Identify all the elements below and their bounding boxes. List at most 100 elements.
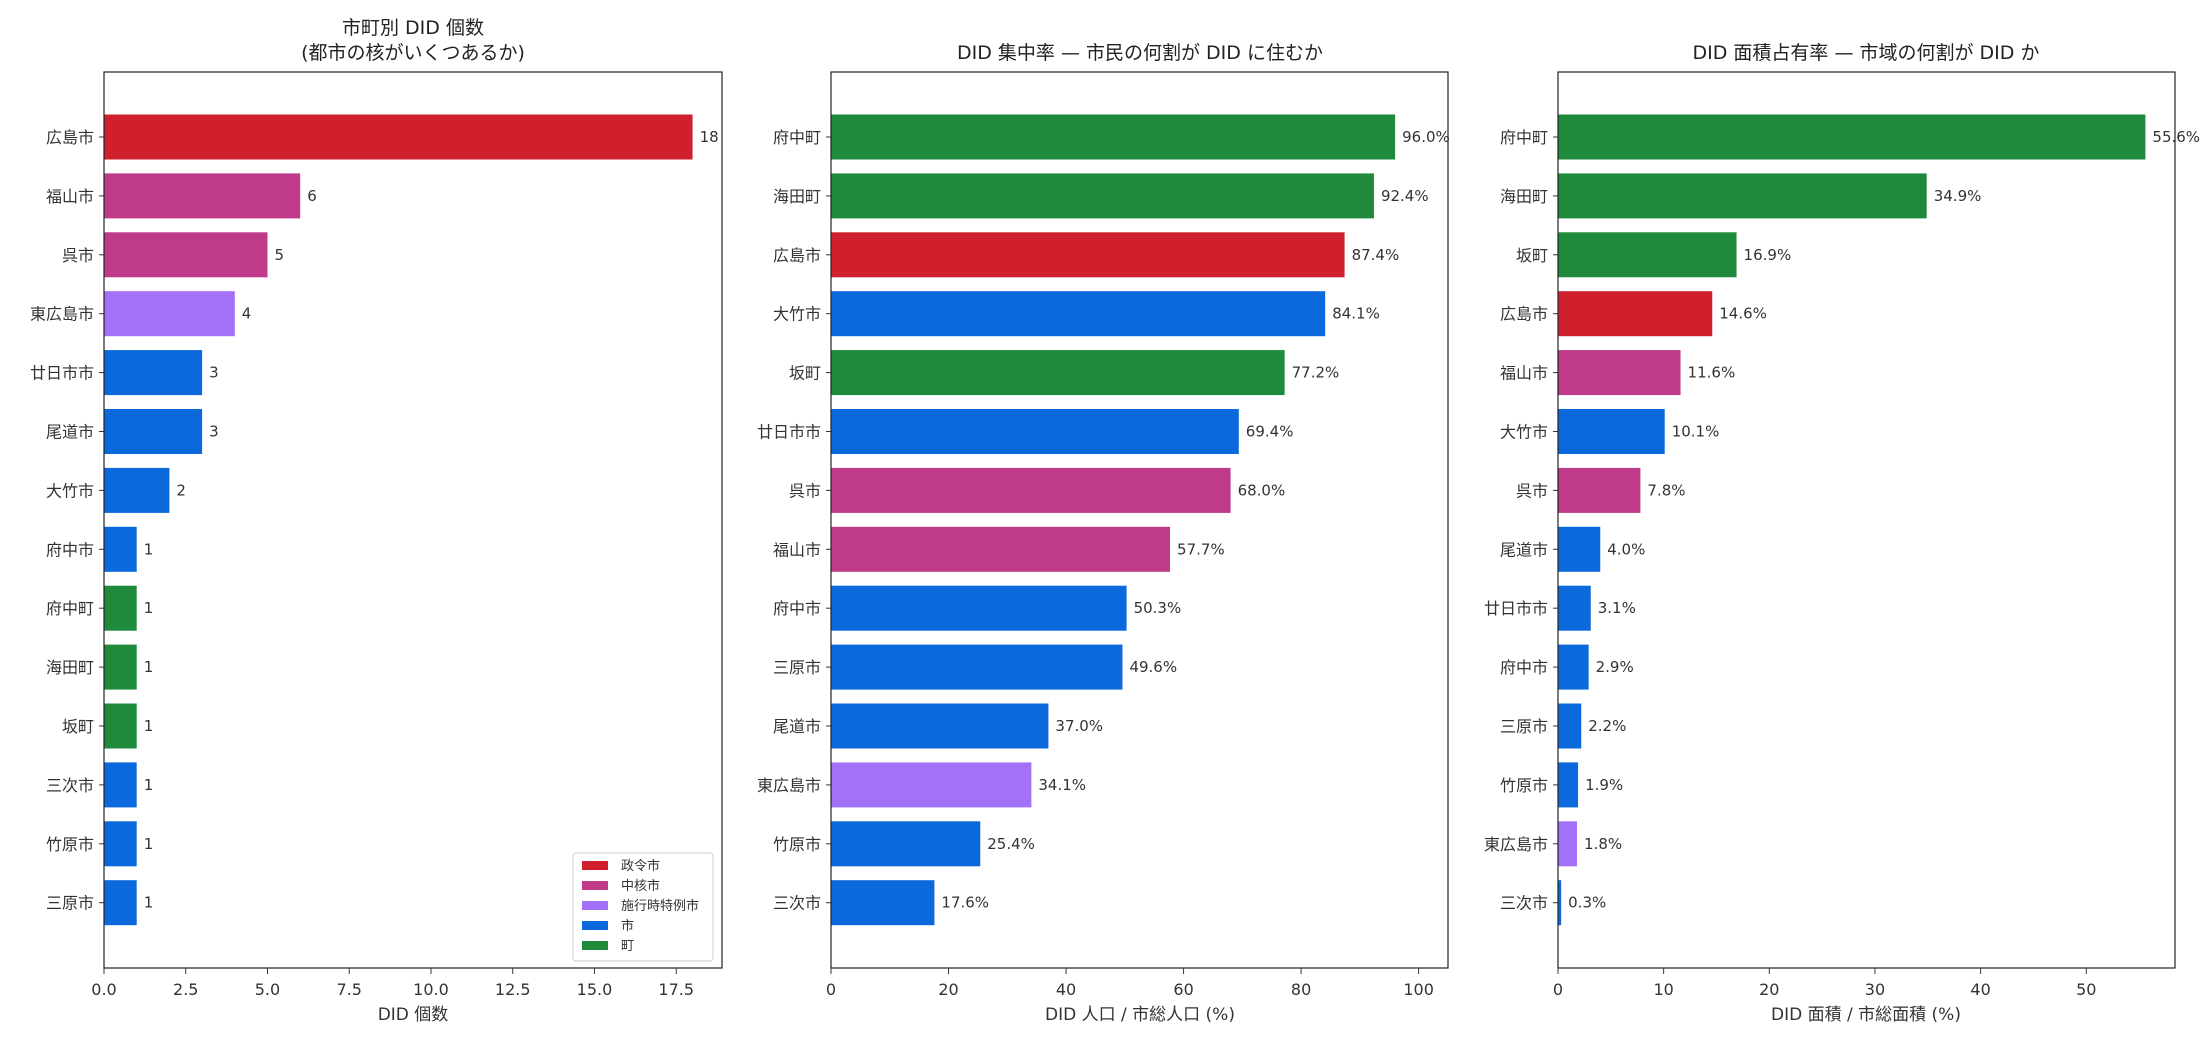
bar xyxy=(104,703,137,749)
y-tick-label: 府中町 xyxy=(1500,128,1548,147)
bar xyxy=(104,467,170,513)
legend-label: 中核市 xyxy=(621,878,660,894)
bar xyxy=(104,644,137,690)
data-label: 25.4% xyxy=(987,835,1035,853)
bar xyxy=(1558,644,1589,690)
y-tick-label: 三次市 xyxy=(46,776,94,795)
y-tick-label: 三原市 xyxy=(773,658,821,677)
y-tick-label: 東広島市 xyxy=(757,776,821,795)
x-tick-label: 5.0 xyxy=(255,980,280,999)
panel-did-area-rate: DID 面積占有率 — 市域の何割が DID か DID 面積 / 市総面積 (… xyxy=(1484,42,2200,1025)
data-label: 6 xyxy=(307,187,317,205)
data-label: 2.2% xyxy=(1588,717,1626,735)
data-label: 3.1% xyxy=(1598,599,1636,617)
x-tick-label: 10.0 xyxy=(413,980,449,999)
bar xyxy=(831,350,1285,396)
y-tick-label: 尾道市 xyxy=(1500,540,1548,559)
y-tick-label: 廿日市市 xyxy=(757,423,821,442)
data-label: 1 xyxy=(144,894,154,912)
x-tick-label: 60 xyxy=(1173,980,1193,999)
bar xyxy=(831,467,1231,513)
y-tick-label: 府中町 xyxy=(46,599,94,618)
bar xyxy=(104,821,137,867)
bar xyxy=(104,585,137,631)
data-label: 2.9% xyxy=(1596,658,1634,676)
y-tick-label: 廿日市市 xyxy=(30,364,94,383)
x-tick-label: 100 xyxy=(1403,980,1434,999)
y-tick-label: 竹原市 xyxy=(1500,776,1548,795)
legend-frame xyxy=(572,852,714,962)
x-tick-label: 0.0 xyxy=(91,980,116,999)
bar xyxy=(104,173,301,219)
bar xyxy=(831,232,1345,278)
data-label: 34.9% xyxy=(1934,187,1982,205)
legend-label: 政令市 xyxy=(621,858,660,874)
x-tick-label: 12.5 xyxy=(495,980,531,999)
y-tick-label: 福山市 xyxy=(46,187,94,206)
bar xyxy=(831,173,1374,219)
y-tick-label: 坂町 xyxy=(1516,246,1548,265)
y-tick-label: 尾道市 xyxy=(46,423,94,442)
y-tick-label: 呉市 xyxy=(1516,481,1548,500)
bar xyxy=(104,762,137,808)
data-label: 1.8% xyxy=(1584,835,1622,853)
data-label: 4.0% xyxy=(1607,540,1645,558)
data-label: 1 xyxy=(144,599,154,617)
bar xyxy=(1558,526,1601,572)
y-tick-label: 三次市 xyxy=(773,894,821,913)
legend-label: 施行時特例市 xyxy=(621,898,699,914)
bar xyxy=(1558,880,1562,926)
bar xyxy=(104,409,203,454)
y-tick-label: 海田町 xyxy=(46,658,94,677)
data-label: 17.6% xyxy=(941,894,989,912)
legend-swatch xyxy=(582,921,608,930)
x-tick-label: 0 xyxy=(826,980,836,999)
data-label: 4 xyxy=(242,305,252,323)
y-tick-label: 坂町 xyxy=(789,364,821,383)
data-label: 84.1% xyxy=(1332,305,1380,323)
bar xyxy=(1558,114,2146,160)
panel-did-population-rate: DID 集中率 — 市民の何割が DID に住むか DID 人口 / 市総人口 … xyxy=(757,42,1450,1025)
bar xyxy=(1558,762,1579,808)
plot-frame xyxy=(103,71,723,969)
data-label: 49.6% xyxy=(1129,658,1177,676)
bar xyxy=(1558,703,1582,749)
bar xyxy=(1558,350,1681,396)
y-tick-label: 三原市 xyxy=(1500,717,1548,736)
bar xyxy=(831,526,1171,572)
data-label: 18 xyxy=(700,128,719,146)
y-tick-label: 福山市 xyxy=(1500,364,1548,383)
y-tick-label: 呉市 xyxy=(62,246,94,265)
x-tick-label: 0 xyxy=(1553,980,1563,999)
data-label: 1 xyxy=(144,540,154,558)
data-label: 1 xyxy=(144,658,154,676)
legend-swatch xyxy=(582,861,608,870)
bar xyxy=(1558,291,1713,337)
bar xyxy=(1558,821,1578,867)
y-tick-label: 府中市 xyxy=(773,599,821,618)
data-label: 1 xyxy=(144,717,154,735)
data-label: 50.3% xyxy=(1134,599,1182,617)
bar xyxy=(104,291,235,337)
bar xyxy=(831,409,1239,454)
y-tick-label: 大竹市 xyxy=(46,481,94,500)
data-label: 37.0% xyxy=(1055,717,1103,735)
bar xyxy=(831,644,1123,690)
bar xyxy=(104,232,268,278)
y-tick-label: 府中市 xyxy=(1500,658,1548,677)
y-tick-label: 大竹市 xyxy=(773,305,821,324)
panel-title: 市町別 DID 個数 xyxy=(342,17,484,39)
bar xyxy=(1558,173,1927,219)
y-tick-label: 尾道市 xyxy=(773,717,821,736)
bar xyxy=(831,880,935,926)
data-label: 2 xyxy=(176,481,186,499)
y-tick-label: 坂町 xyxy=(62,717,94,736)
data-label: 92.4% xyxy=(1381,187,1429,205)
data-label: 1.9% xyxy=(1585,776,1623,794)
x-tick-label: 40 xyxy=(1970,980,1990,999)
x-tick-label: 20 xyxy=(938,980,958,999)
panel-title: DID 面積占有率 — 市域の何割が DID か xyxy=(1693,42,2040,64)
y-tick-label: 大竹市 xyxy=(1500,423,1548,442)
data-label: 77.2% xyxy=(1292,364,1340,382)
x-tick-label: 50 xyxy=(2076,980,2096,999)
